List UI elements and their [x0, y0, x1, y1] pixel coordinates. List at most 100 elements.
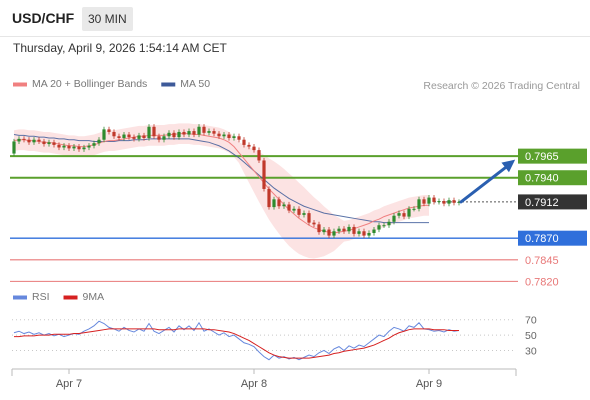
candle-body [352, 226, 356, 234]
level-label-0.7870: 0.7870 [525, 233, 559, 245]
candle-body [132, 137, 136, 139]
candle-body [202, 126, 206, 133]
candle-body [112, 131, 116, 137]
candle-body [62, 145, 66, 148]
symbol-title: USD/CHF [12, 10, 75, 26]
candle-body [292, 208, 296, 211]
projection-arrow-head [501, 159, 516, 173]
candle-body [317, 224, 321, 233]
candle-body [382, 225, 386, 227]
rsi-legend-label-1: 9MA [83, 291, 105, 303]
rsi-legend-swatch-0 [13, 295, 27, 300]
candle-body [197, 126, 201, 135]
candle-body [377, 225, 381, 230]
candle-body [92, 143, 96, 146]
candle-body [297, 208, 301, 215]
candle-body [412, 208, 416, 210]
level-label-0.7940: 0.7940 [525, 173, 559, 185]
candle-body [287, 204, 291, 211]
candle-body [177, 131, 181, 138]
candle-body [27, 139, 31, 143]
candle-body [437, 201, 441, 203]
candle-body [157, 136, 161, 140]
candle-body [162, 136, 166, 140]
candle-body [22, 138, 26, 140]
candle-body [107, 129, 111, 132]
candle-body [252, 146, 256, 151]
candle-body [47, 142, 51, 145]
candle-body [72, 146, 76, 149]
x-tick-label-Apr 8: Apr 8 [241, 378, 267, 390]
candle-body [367, 233, 371, 236]
x-tick-label-Apr 9: Apr 9 [416, 378, 442, 390]
candle-body [307, 213, 311, 223]
candle-body [402, 213, 406, 217]
candle-body [442, 201, 446, 204]
price-legend-label-0: MA 20 + Bollinger Bands [32, 78, 147, 90]
chart-header: USD/CHF 30 MIN [0, 0, 590, 36]
level-tag-0.7940 [518, 170, 587, 186]
candle-body [42, 141, 46, 145]
candle-body [347, 226, 351, 232]
candle-body [242, 139, 246, 145]
price-legend-label-1: MA 50 [180, 78, 210, 90]
candle-body [97, 139, 101, 144]
level-label-0.7845: 0.7845 [525, 255, 559, 267]
candle-body [207, 131, 211, 133]
candle-body [337, 228, 341, 232]
candle-body [432, 197, 436, 202]
candle-body [187, 131, 191, 135]
level-tag-0.7870 [518, 230, 587, 246]
level-label-0.7820: 0.7820 [525, 276, 559, 288]
candle-body [372, 229, 376, 233]
candle-body [237, 136, 241, 140]
candle-body [322, 229, 326, 233]
candle-body [122, 134, 126, 138]
candle-body [172, 132, 176, 138]
candle-body [262, 160, 266, 189]
candle-body [212, 131, 216, 134]
candle-body [312, 222, 316, 225]
candle-body [102, 129, 106, 140]
rsi-ma-line [14, 328, 459, 359]
candle-body [12, 141, 16, 154]
projection-arrow-shaft [459, 165, 508, 204]
candle-body [87, 145, 91, 148]
candle-body [222, 134, 226, 137]
candle-body [387, 221, 391, 226]
candle-body [327, 229, 331, 236]
x-tick-label-Apr 7: Apr 7 [56, 378, 82, 390]
candle-body [332, 231, 336, 236]
candle-body [427, 197, 431, 204]
level-label-0.7912: 0.7912 [525, 197, 559, 209]
rsi-tick-50: 50 [525, 330, 537, 342]
timeframe-badge[interactable]: 30 MIN [82, 7, 133, 31]
rsi-legend-swatch-1 [63, 295, 78, 300]
candle-body [417, 199, 421, 209]
candle-body [227, 134, 231, 138]
rsi-line [13, 320, 460, 361]
research-credit: Research © 2026 Trading Central [423, 80, 580, 92]
candle-body [257, 150, 261, 161]
candle-body [422, 199, 426, 204]
candle-body [362, 231, 366, 236]
candle-body [142, 135, 146, 138]
candle-body [77, 146, 81, 150]
candle-body [57, 144, 61, 148]
candle-body [277, 199, 281, 207]
candle-body [82, 147, 86, 150]
candle-body [37, 139, 41, 142]
candle-body [67, 145, 71, 149]
ma50-line [13, 134, 429, 224]
level-label-0.7965: 0.7965 [525, 151, 559, 163]
candle-body [342, 228, 346, 232]
rsi-tick-70: 70 [525, 315, 537, 327]
candle-body [17, 138, 21, 142]
candle-body [232, 136, 236, 138]
rsi-tick-30: 30 [525, 345, 537, 357]
price-legend-swatch-1 [161, 82, 176, 87]
candle-body [152, 126, 156, 137]
candle-body [267, 188, 271, 208]
candle-body [357, 231, 361, 234]
